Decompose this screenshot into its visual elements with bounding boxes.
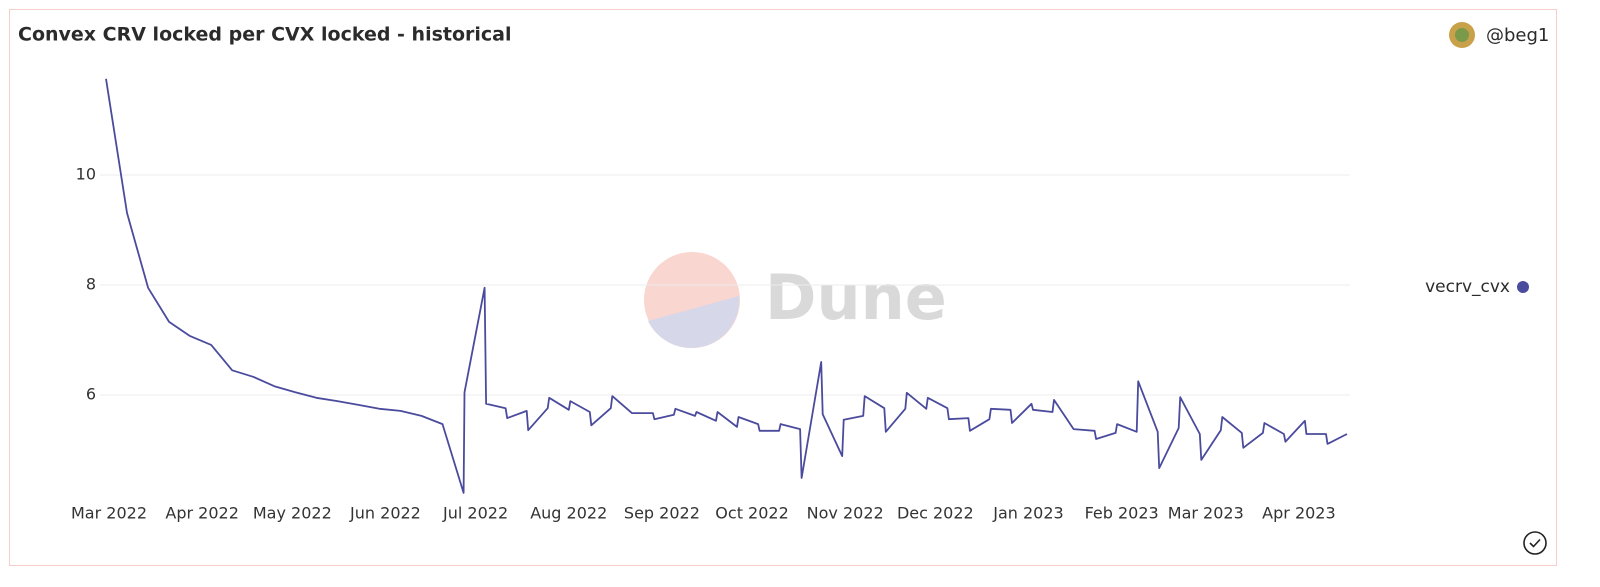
x-tick-label: Dec 2022 [897, 504, 974, 523]
legend-swatch [1517, 281, 1529, 293]
x-tick-label: Jan 2023 [992, 504, 1063, 523]
y-tick-label: 8 [86, 275, 96, 294]
x-tick-label: Sep 2022 [624, 504, 700, 523]
x-tick-label: Oct 2022 [715, 504, 788, 523]
y-tick-label: 6 [86, 385, 96, 404]
x-tick-label: Nov 2022 [807, 504, 884, 523]
line [105, 78, 1348, 494]
chart-title: Convex CRV locked per CVX locked - histo… [18, 24, 512, 46]
x-tick-label: Apr 2022 [165, 504, 238, 523]
x-tick-label: Jun 2022 [349, 504, 421, 523]
x-tick-label: Aug 2022 [530, 504, 607, 523]
author: @beg1 [1486, 25, 1549, 46]
legend-label: vecrv_cvx [1425, 277, 1510, 297]
y-tick-label: 10 [76, 165, 96, 184]
plot: 6 8 10 Mar 2022 Apr 2022 May 2022 Jun 2022 Jul … [71, 78, 1529, 523]
x-tick-label: Jul 2022 [442, 504, 508, 523]
watermark-logo-part [648, 296, 740, 349]
check-mark [1529, 538, 1541, 548]
card [9, 9, 1557, 566]
x-tick-label: Mar 2023 [1168, 504, 1244, 523]
x-tick-label: May 2022 [253, 504, 332, 523]
x-tick-label: Feb 2023 [1085, 504, 1159, 523]
watermark-text: Dune [765, 261, 947, 334]
avatar-detail [1455, 28, 1469, 42]
watermark: Dune [644, 252, 947, 349]
x-tick-label: Apr 2023 [1262, 504, 1335, 523]
x-tick-label: Mar 2022 [71, 504, 147, 523]
check-icon[interactable] [1523, 531, 1547, 555]
